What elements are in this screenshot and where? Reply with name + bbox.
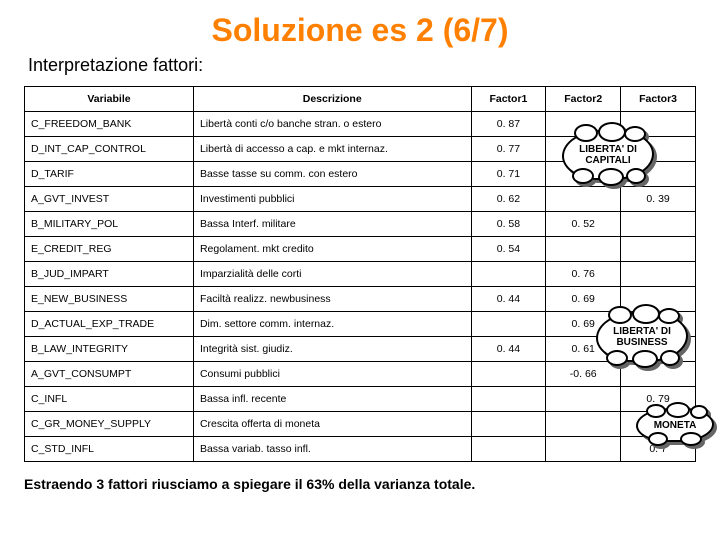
cell-f2 (546, 187, 621, 212)
cell-var: B_LAW_INTEGRITY (25, 337, 194, 362)
table-row: E_CREDIT_REGRegolament. mkt credito0. 54 (25, 237, 696, 262)
cell-f2 (546, 137, 621, 162)
factor-table-wrap: Variabile Descrizione Factor1 Factor2 Fa… (24, 86, 696, 462)
col-variable: Variabile (25, 87, 194, 112)
cell-desc: Crescita offerta di moneta (193, 412, 471, 437)
cell-var: D_INT_CAP_CONTROL (25, 137, 194, 162)
cell-f2 (546, 412, 621, 437)
cell-f1: 0. 71 (471, 162, 546, 187)
cell-f2 (546, 387, 621, 412)
cell-f3 (621, 237, 696, 262)
cell-f3 (621, 287, 696, 312)
table-body: C_FREEDOM_BANKLibertà conti c/o banche s… (25, 112, 696, 462)
cell-f2 (546, 162, 621, 187)
page-title: Soluzione es 2 (6/7) (16, 12, 704, 49)
cell-var: C_STD_INFL (25, 437, 194, 462)
cell-f1: 0. 87 (471, 112, 546, 137)
cell-f1: 0. 44 (471, 337, 546, 362)
cell-f2: 0. 76 (546, 262, 621, 287)
col-factor2: Factor2 (546, 87, 621, 112)
cell-f1 (471, 262, 546, 287)
cell-desc: Faciltà realizz. newbusiness (193, 287, 471, 312)
cell-f1 (471, 437, 546, 462)
cell-desc: Libertà conti c/o banche stran. o estero (193, 112, 471, 137)
table-row: D_ACTUAL_EXP_TRADEDim. settore comm. int… (25, 312, 696, 337)
cell-f3: 0. 39 (621, 187, 696, 212)
table-row: B_JUD_IMPARTImparzialità delle corti 0. 7… (25, 262, 696, 287)
cell-f3 (621, 362, 696, 387)
table-row: D_INT_CAP_CONTROLLibertà di accesso a ca… (25, 137, 696, 162)
cell-f1: 0. 58 (471, 212, 546, 237)
cell-f1 (471, 387, 546, 412)
cell-f1: 0. 44 (471, 287, 546, 312)
cell-desc: Integrità sist. giudiz. (193, 337, 471, 362)
footer-text: Estraendo 3 fattori riusciamo a spiegare… (24, 476, 704, 492)
cell-desc: Bassa infl. recente (193, 387, 471, 412)
cell-f3 (621, 337, 696, 362)
table-row: B_LAW_INTEGRITYIntegrità sist. giudiz.0.… (25, 337, 696, 362)
cell-desc: Basse tasse su comm. con estero (193, 162, 471, 187)
cell-var: C_GR_MONEY_SUPPLY (25, 412, 194, 437)
cell-f1: 0. 54 (471, 237, 546, 262)
cell-f2: 0. 69 (546, 312, 621, 337)
cell-var: A_GVT_INVEST (25, 187, 194, 212)
subtitle: Interpretazione fattori: (28, 55, 704, 76)
cell-desc: Bassa variab. tasso infl. (193, 437, 471, 462)
cell-f3: 0. 79 (621, 387, 696, 412)
cell-f2: 0. 61 (546, 337, 621, 362)
table-row: A_GVT_INVESTInvestimenti pubblici0. 62 0.… (25, 187, 696, 212)
cell-f3 (621, 137, 696, 162)
cell-f3 (621, 262, 696, 287)
cell-var: C_FREEDOM_BANK (25, 112, 194, 137)
cell-desc: Imparzialità delle corti (193, 262, 471, 287)
table-row: C_FREEDOM_BANKLibertà conti c/o banche s… (25, 112, 696, 137)
cell-var: D_ACTUAL_EXP_TRADE (25, 312, 194, 337)
cell-desc: Consumi pubblici (193, 362, 471, 387)
cell-desc: Investimenti pubblici (193, 187, 471, 212)
table-row: C_STD_INFLBassa variab. tasso infl. 0. 7 (25, 437, 696, 462)
cell-desc: Libertà di accesso a cap. e mkt internaz… (193, 137, 471, 162)
cell-f3: 0. 7 (621, 437, 696, 462)
cell-f2 (546, 112, 621, 137)
cell-var: E_CREDIT_REG (25, 237, 194, 262)
cell-f1: 0. 62 (471, 187, 546, 212)
factor-table: Variabile Descrizione Factor1 Factor2 Fa… (24, 86, 696, 462)
cell-desc: Regolament. mkt credito (193, 237, 471, 262)
cell-f3: 0. 78 (621, 412, 696, 437)
cell-f2 (546, 437, 621, 462)
cell-f1: 0. 77 (471, 137, 546, 162)
cell-f3 (621, 112, 696, 137)
cell-f3 (621, 312, 696, 337)
col-description: Descrizione (193, 87, 471, 112)
table-row: A_GVT_CONSUMPTConsumi pubblici -0. 66 (25, 362, 696, 387)
col-factor1: Factor1 (471, 87, 546, 112)
cell-desc: Bassa Interf. militare (193, 212, 471, 237)
cell-f2: 0. 69 (546, 287, 621, 312)
table-row: C_INFLBassa infl. recente 0. 79 (25, 387, 696, 412)
table-row: B_MILITARY_POLBassa Interf. militare0. 5… (25, 212, 696, 237)
cell-var: D_TARIF (25, 162, 194, 187)
table-row: C_GR_MONEY_SUPPLYCrescita offerta di mon… (25, 412, 696, 437)
table-header-row: Variabile Descrizione Factor1 Factor2 Fa… (25, 87, 696, 112)
cell-var: C_INFL (25, 387, 194, 412)
table-row: E_NEW_BUSINESSFaciltà realizz. newbusine… (25, 287, 696, 312)
cell-f2 (546, 237, 621, 262)
cell-f1 (471, 412, 546, 437)
cell-f3 (621, 162, 696, 187)
cell-f2: 0. 52 (546, 212, 621, 237)
cell-f1 (471, 312, 546, 337)
cell-var: A_GVT_CONSUMPT (25, 362, 194, 387)
cell-var: B_JUD_IMPART (25, 262, 194, 287)
col-factor3: Factor3 (621, 87, 696, 112)
table-row: D_TARIFBasse tasse su comm. con estero0.… (25, 162, 696, 187)
cell-desc: Dim. settore comm. internaz. (193, 312, 471, 337)
cell-f1 (471, 362, 546, 387)
cell-f2: -0. 66 (546, 362, 621, 387)
cell-f3 (621, 212, 696, 237)
cell-var: E_NEW_BUSINESS (25, 287, 194, 312)
cell-var: B_MILITARY_POL (25, 212, 194, 237)
